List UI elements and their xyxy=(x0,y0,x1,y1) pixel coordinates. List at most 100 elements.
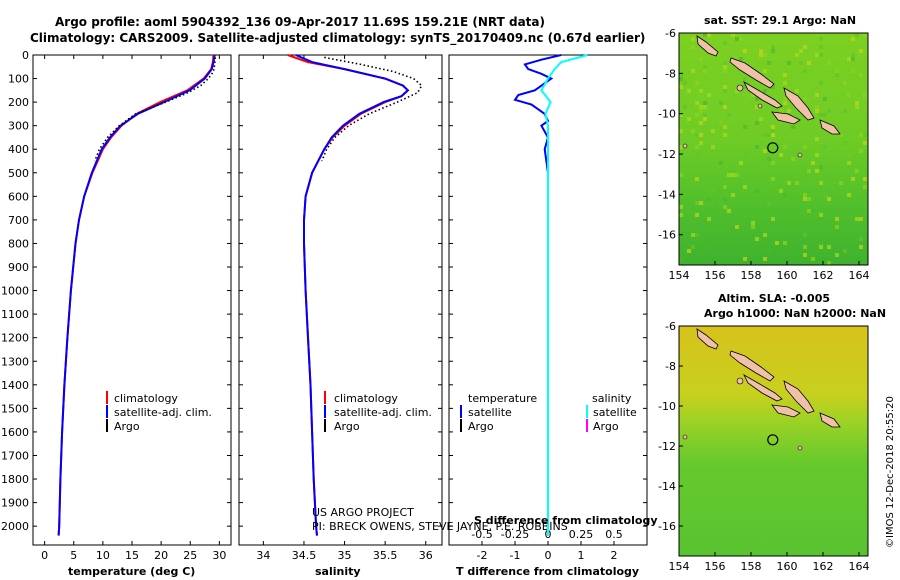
sst-pixel xyxy=(835,73,839,77)
sst-pixel xyxy=(803,253,807,257)
sst-pixel xyxy=(787,61,791,65)
sst-pixel xyxy=(819,181,823,185)
sst-pixel xyxy=(855,217,859,221)
sst-pixel xyxy=(799,49,803,53)
depth-tick-label: 800 xyxy=(8,237,29,250)
sst-pixel xyxy=(723,85,727,89)
x-tick-label: 0 xyxy=(41,549,48,562)
argo-float-marker xyxy=(767,142,779,154)
sst-pixel xyxy=(687,89,691,93)
legend-argo: Argo xyxy=(114,420,140,433)
lat-tick-label: -10 xyxy=(658,108,676,121)
islet xyxy=(682,434,688,440)
temperature-xlabel: temperature (deg C) xyxy=(68,565,195,578)
sst-pixel xyxy=(859,133,863,137)
lon-tick-label: 156 xyxy=(705,560,726,573)
sst-pixel xyxy=(683,157,687,161)
sst-pixel xyxy=(823,97,827,101)
difference-panel: -2 -1 0 1 2-0.5 -0.25 0 0.25 0.5 T difference fr… xyxy=(448,54,658,578)
imos-timestamp: ©IMOS 12-Dec-2018 20:55:20 xyxy=(885,396,896,548)
sst-pixel xyxy=(843,249,847,253)
sst-pixel xyxy=(755,97,759,101)
sst-map-title: sat. SST: 29.1 Argo: NaN xyxy=(704,14,856,27)
islet xyxy=(757,103,763,109)
lat-tick-label: -6 xyxy=(665,320,676,333)
sst-pixel xyxy=(743,125,747,129)
sst-pixel xyxy=(795,53,799,57)
sst-pixel xyxy=(695,233,699,237)
sst-pixel xyxy=(791,157,795,161)
sst-pixel xyxy=(723,205,727,209)
difference-series xyxy=(513,54,588,536)
sst-pixel xyxy=(699,141,703,145)
island-bougainville xyxy=(696,35,719,57)
sst-pixel xyxy=(687,117,691,121)
islet xyxy=(736,84,744,92)
depth-tick-label: 1800 xyxy=(1,473,29,486)
series-temperature-satellite xyxy=(513,54,562,536)
island-isabel xyxy=(743,80,783,109)
sst-pixel xyxy=(703,221,707,225)
sst-pixel xyxy=(679,129,683,133)
sst-pixel xyxy=(707,33,711,37)
sst-pixel xyxy=(835,69,839,73)
sst-pixel xyxy=(727,113,731,117)
lat-tick-label: -12 xyxy=(658,148,676,161)
sst-pixel xyxy=(779,109,783,113)
sst-pixel xyxy=(863,93,867,97)
sst-pixel xyxy=(703,33,707,37)
depth-tick-label: 1600 xyxy=(1,426,29,439)
sst-pixel xyxy=(751,225,755,229)
island-choiseul xyxy=(729,57,775,89)
sst-pixel xyxy=(771,45,775,49)
sst-pixel xyxy=(827,261,831,265)
sst-pixel xyxy=(839,133,843,137)
sst-pixel xyxy=(679,73,683,77)
legend-satellite: satellite-adj. clim. xyxy=(114,406,212,419)
x-tick-label: 34 xyxy=(256,549,270,562)
sst-pixel xyxy=(811,209,815,213)
lon-tick-label: 158 xyxy=(741,269,762,282)
sst-pixel xyxy=(767,61,771,65)
sst-pixel xyxy=(783,241,787,245)
sst-pixel xyxy=(731,193,735,197)
x-tick-label: -2 xyxy=(477,549,488,562)
sst-pixel xyxy=(855,169,859,173)
sst-islands xyxy=(682,35,841,158)
sst-pixel xyxy=(847,169,851,173)
lon-tick-label: 154 xyxy=(669,269,690,282)
sst-pixel xyxy=(759,237,763,241)
lat-tick-label: -6 xyxy=(665,27,676,40)
islet xyxy=(736,377,744,385)
sst-map-frame xyxy=(678,32,869,266)
lon-tick-label: 158 xyxy=(741,560,762,573)
sst-pixel xyxy=(679,77,683,81)
lat-tick-label: -8 xyxy=(665,360,676,373)
sst-pixel xyxy=(751,93,755,97)
temperature-panel: 0100200300400500600700800900100011001200… xyxy=(1,49,232,578)
sst-pixel xyxy=(851,177,855,181)
sst-lon-axis: 154 156 158 160 162 164 xyxy=(669,261,870,282)
island-makira xyxy=(819,412,841,428)
legend-argo: Argo xyxy=(334,420,360,433)
sst-pixel xyxy=(707,93,711,97)
lon-tick-label: 154 xyxy=(669,560,690,573)
sst-pixel xyxy=(791,125,795,129)
sst-pixel xyxy=(755,145,759,149)
sst-pixel xyxy=(763,233,767,237)
sst-pixel xyxy=(819,165,823,169)
sla-islands xyxy=(682,328,841,451)
sst-pixel xyxy=(819,45,823,49)
sst-pixel xyxy=(807,197,811,201)
sst-pixel xyxy=(819,213,823,217)
sst-pixel xyxy=(703,69,707,73)
x-tick-label: 35 xyxy=(338,549,352,562)
sst-pixel xyxy=(691,129,695,133)
sst-pixel xyxy=(767,249,771,253)
sst-pixel xyxy=(679,205,683,209)
legend-salinity-title: salinity xyxy=(592,392,632,405)
sst-pixel xyxy=(827,61,831,65)
sst-pixel xyxy=(703,101,707,105)
sst-pixel xyxy=(819,245,823,249)
lat-tick-label: -16 xyxy=(658,229,676,242)
